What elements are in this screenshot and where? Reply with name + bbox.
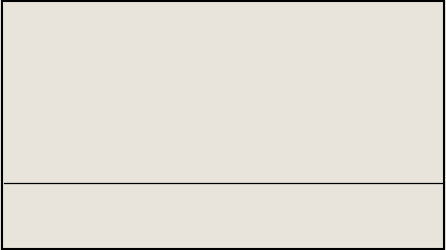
Text: Intensity: Intensity: [234, 81, 242, 117]
Text: Onset time: Onset time: [121, 153, 166, 161]
Text: MEC = Minimum effective concentration : MTC = minimum toxic concentration.: MEC = Minimum effective concentration : …: [29, 223, 417, 232]
Y-axis label: Plasma concentration (ng/ml): Plasma concentration (ng/ml): [48, 36, 56, 156]
Text: MTC: MTC: [407, 44, 429, 53]
X-axis label: Time (Hour): Time (Hour): [222, 194, 278, 203]
Text: Fig. 2.2 Plasma concentration-time curve after oral administration of a drug.: Fig. 2.2 Plasma concentration-time curve…: [36, 199, 410, 208]
Text: MEC: MEC: [332, 119, 355, 128]
Text: Duration: Duration: [129, 118, 165, 126]
